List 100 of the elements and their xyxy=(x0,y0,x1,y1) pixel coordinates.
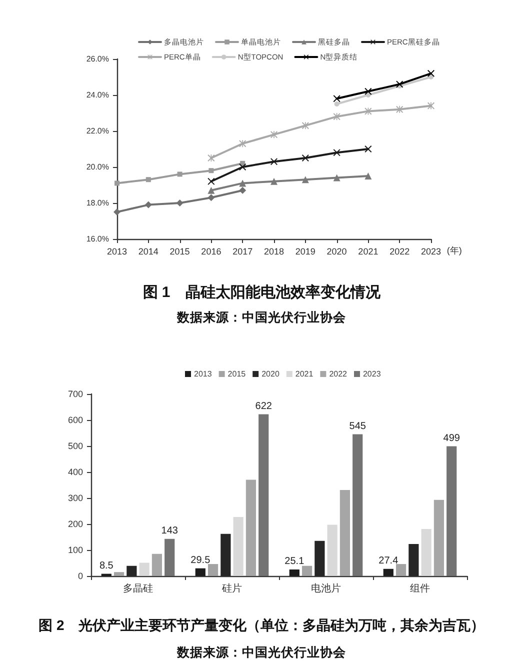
data-label: 25.1 xyxy=(284,556,305,567)
point xyxy=(334,102,340,106)
point xyxy=(239,164,246,170)
bar xyxy=(152,554,162,576)
bar xyxy=(302,566,312,576)
legend-label: 2015 xyxy=(228,370,246,378)
x-tick-label: 2013 xyxy=(106,246,128,256)
bar xyxy=(208,564,218,576)
point xyxy=(270,178,278,185)
bar xyxy=(352,434,363,576)
x-tick-label: 2017 xyxy=(232,246,253,256)
y-tick-label: 200 xyxy=(68,519,83,529)
y-tick-label: 22.0% xyxy=(86,126,109,136)
y-tick-label: 300 xyxy=(68,493,83,503)
bar xyxy=(421,528,432,576)
x-tick-label: 2015 xyxy=(170,246,190,256)
text: 图 1 晶硅太阳能电池效率变化情况 xyxy=(142,283,382,301)
y-tick-label: 500 xyxy=(68,441,83,451)
point xyxy=(364,172,372,180)
point xyxy=(208,194,215,202)
y-tick-label: 0 xyxy=(78,571,83,581)
point xyxy=(302,154,309,162)
y-tick-label: 16.0% xyxy=(86,234,109,244)
point xyxy=(239,180,246,187)
y-tick-label: 600 xyxy=(68,415,83,425)
x-tick-label: 2021 xyxy=(358,246,378,256)
point xyxy=(177,172,182,177)
text: 图 2 光伏产业主要环节产量变化（单位：多晶硅为万吨，其余为吉瓦） xyxy=(38,617,484,633)
y-tick-label: 26.0% xyxy=(86,54,109,64)
point xyxy=(114,180,120,186)
bar xyxy=(446,446,457,576)
data-label: 29.5 xyxy=(190,554,211,566)
bar xyxy=(314,540,325,576)
legend-label: 2021 xyxy=(295,370,314,378)
point xyxy=(302,122,309,130)
bar xyxy=(195,568,206,576)
bar xyxy=(126,566,137,576)
bar xyxy=(164,538,175,576)
point xyxy=(114,208,120,216)
data-label: 622 xyxy=(255,400,272,412)
data-label: 545 xyxy=(349,420,366,432)
point xyxy=(396,80,404,88)
x-axis-title: (年) xyxy=(446,246,462,256)
point xyxy=(333,95,340,102)
x-tick-label: 2019 xyxy=(295,246,316,256)
bar xyxy=(434,500,444,576)
x-tick-label: 多晶硅 xyxy=(123,582,153,594)
y-tick-label: 24.0% xyxy=(86,90,109,100)
point xyxy=(333,149,340,156)
point xyxy=(208,186,215,194)
point xyxy=(396,106,404,113)
point xyxy=(366,92,371,98)
x-tick-label: 组件 xyxy=(410,582,430,594)
point xyxy=(176,200,184,206)
point xyxy=(239,140,246,148)
bar xyxy=(220,534,231,576)
point xyxy=(428,70,434,77)
y-tick-label: 700 xyxy=(68,389,83,399)
x-tick-label: 电池片 xyxy=(311,582,341,594)
x-tick-label: 2014 xyxy=(138,246,158,256)
legend-label: 2023 xyxy=(362,370,382,378)
bar xyxy=(327,524,338,576)
point xyxy=(302,176,309,184)
point xyxy=(146,177,151,182)
bar xyxy=(114,572,124,576)
point xyxy=(208,178,215,185)
point xyxy=(364,146,372,152)
bar xyxy=(383,568,394,576)
data-label: 8.5 xyxy=(99,560,114,572)
x-tick-label: 2020 xyxy=(326,246,347,256)
point xyxy=(144,201,152,208)
data-label: 143 xyxy=(161,525,178,536)
bar xyxy=(139,562,150,576)
x-tick-label: 2016 xyxy=(201,246,222,256)
point xyxy=(239,186,246,194)
bar xyxy=(258,414,269,576)
legend-label: 2013 xyxy=(194,370,212,378)
point xyxy=(208,168,214,174)
point xyxy=(270,131,278,138)
x-tick-label: 2023 xyxy=(420,246,442,256)
source-note: 数据来源：中国光伏行业协会 xyxy=(176,310,347,324)
legend-label: 2020 xyxy=(262,370,280,378)
point xyxy=(364,88,372,95)
bar xyxy=(289,569,300,576)
point xyxy=(270,158,278,166)
legend-label: 2022 xyxy=(329,370,348,378)
source-note: 数据来源：中国光伏行业协会 xyxy=(176,646,347,660)
bar xyxy=(408,544,419,576)
y-tick-label: 18.0% xyxy=(86,198,109,208)
bar xyxy=(340,490,350,576)
data-label: 27.4 xyxy=(378,555,399,566)
x-tick-label: 2022 xyxy=(390,246,410,256)
y-tick-label: 400 xyxy=(68,467,83,477)
data-label: 499 xyxy=(443,432,460,444)
y-tick-label: 100 xyxy=(68,545,83,555)
x-tick-label: 2018 xyxy=(264,246,284,256)
bar xyxy=(246,480,256,576)
bar xyxy=(396,564,406,576)
bar xyxy=(233,516,244,576)
x-tick-label: 硅片 xyxy=(221,582,242,594)
